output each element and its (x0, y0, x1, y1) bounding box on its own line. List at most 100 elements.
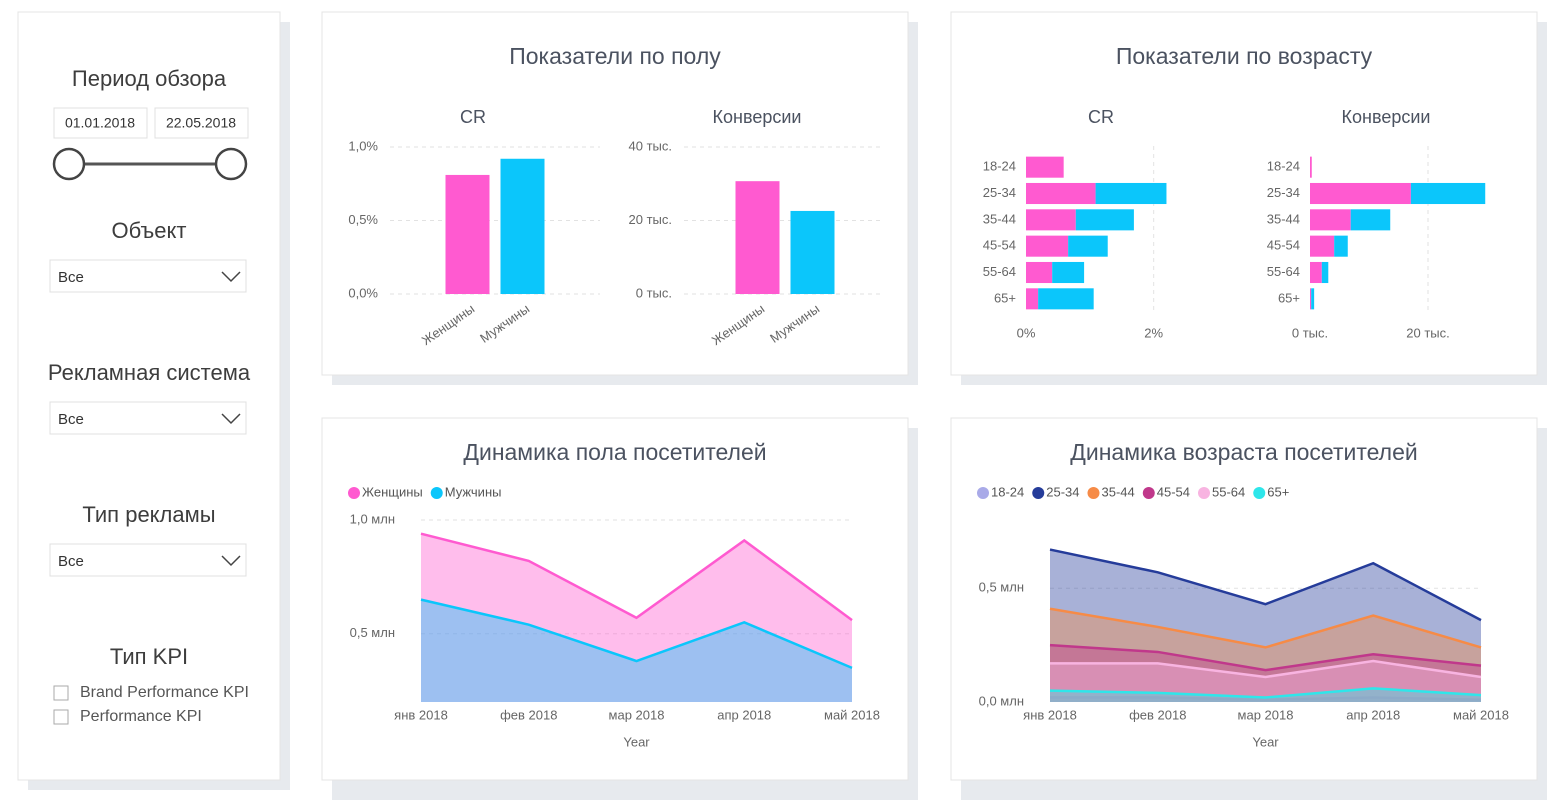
x-tick-label: мар 2018 (609, 707, 665, 722)
checkbox[interactable] (53, 709, 69, 725)
y-tick-label: 65+ (1278, 290, 1300, 305)
x-tick-label: янв 2018 (394, 707, 448, 722)
x-tick-label: апр 2018 (717, 707, 771, 722)
y-tick-label: 35-44 (983, 211, 1016, 226)
bar-segment (1026, 261, 1053, 284)
bar (735, 181, 780, 294)
y-tick-label: 1,0 млн (350, 511, 395, 526)
x-tick-label: 0% (1017, 325, 1036, 340)
bar-segment (1334, 235, 1348, 257)
bar-segment (1311, 288, 1315, 310)
y-tick-label: 65+ (994, 290, 1016, 305)
date-start: 01.01.2018 (65, 115, 135, 131)
slider-handle[interactable] (214, 147, 248, 181)
y-tick-label: 0,5 млн (350, 625, 395, 640)
checkbox-label: Performance KPI (80, 708, 202, 725)
legend-label: 55-64 (1212, 484, 1245, 499)
bar (445, 174, 490, 294)
series-line (1050, 696, 1482, 701)
chart-title: Динамика пола посетителей (463, 439, 766, 465)
bar-segment (1321, 261, 1329, 284)
y-tick-label: 25-34 (983, 185, 1016, 200)
chevron (221, 271, 241, 283)
date-end: 22.05.2018 (166, 115, 236, 131)
y-tick-label: 0,0% (348, 285, 378, 300)
series-line (420, 532, 853, 622)
filter-card (17, 11, 281, 781)
legend-marker (1142, 487, 1155, 499)
bar-segment (1038, 288, 1094, 310)
chart-title: CR (1088, 107, 1114, 127)
y-tick-label: 35-44 (1267, 211, 1300, 226)
x-tick-label: 0 тыс. (1292, 325, 1328, 340)
x-tick-label: фев 2018 (500, 707, 557, 722)
filter-title: Объект (112, 218, 187, 243)
legend-label: 35-44 (1102, 484, 1135, 499)
x-tick-label: янв 2018 (1023, 707, 1077, 722)
legend-marker (430, 487, 443, 499)
chart-title: CR (460, 107, 486, 127)
bar-segment (1052, 261, 1085, 284)
dropdown-value: Все (58, 269, 84, 286)
bar-segment (1410, 182, 1486, 205)
date-input[interactable] (154, 107, 249, 139)
bar (790, 210, 835, 294)
chart-title: Динамика возраста посетителей (1070, 439, 1417, 465)
dropdown[interactable] (49, 401, 247, 435)
y-tick-label: 40 тыс. (629, 138, 672, 153)
series-line (420, 598, 853, 670)
legend-label: 18-24 (991, 484, 1024, 499)
y-tick-label: 0 тыс. (636, 285, 672, 300)
series-line (1049, 687, 1482, 699)
series-line (1049, 548, 1482, 622)
x-tick-label: апр 2018 (1346, 707, 1400, 722)
chevron (221, 555, 241, 567)
dropdown[interactable] (49, 543, 247, 577)
dropdown[interactable] (49, 259, 247, 293)
panel-card (321, 11, 909, 376)
legend-marker (1087, 487, 1100, 499)
legend-marker (348, 487, 360, 499)
bar-segment (1310, 182, 1411, 205)
x-tick-label: мар 2018 (1238, 707, 1294, 722)
panel-title: Показатели по полу (509, 43, 721, 69)
bar-segment (1310, 209, 1351, 231)
bar-segment (1026, 288, 1039, 310)
legend-marker (1032, 487, 1045, 499)
panel-title: Показатели по возрасту (1116, 43, 1373, 69)
x-axis-label: Year (623, 734, 650, 749)
x-tick-label: 20 тыс. (1406, 325, 1449, 340)
chart-title: Конверсии (1342, 107, 1431, 127)
y-tick-label: 45-54 (1267, 238, 1300, 253)
y-tick-label: 18-24 (983, 159, 1016, 174)
legend-marker (977, 487, 989, 499)
x-tick-label: фев 2018 (1129, 707, 1186, 722)
bar-segment (1095, 182, 1167, 205)
checkbox[interactable] (53, 685, 69, 701)
legend-label: 25-34 (1046, 484, 1079, 499)
bar-segment (1026, 235, 1069, 257)
filter-title: Тип рекламы (82, 502, 215, 527)
legend-label: 45-54 (1157, 484, 1190, 499)
series-line (1050, 659, 1482, 679)
date-input[interactable] (53, 107, 148, 139)
bar (500, 158, 545, 294)
bar-segment (1310, 261, 1322, 284)
area-fill (1050, 688, 1481, 702)
x-axis-label: Year (1252, 734, 1279, 749)
y-tick-label: 0,5 млн (979, 580, 1024, 595)
legend-label: Мужчины (445, 484, 502, 499)
y-tick-label: 55-64 (983, 264, 1016, 279)
bar-segment (1310, 235, 1335, 257)
series-line (1049, 607, 1482, 649)
y-tick-label: 55-64 (1267, 264, 1300, 279)
bar-segment (1068, 235, 1108, 257)
bar-segment (1075, 209, 1134, 231)
y-tick-label: 18-24 (1267, 159, 1300, 174)
slider-handle[interactable] (52, 147, 86, 181)
series-line (1049, 643, 1482, 672)
filter-title: Тип KPI (110, 644, 188, 669)
y-tick-label: 20 тыс. (629, 212, 672, 227)
y-tick-label: 0,0 млн (979, 693, 1024, 708)
